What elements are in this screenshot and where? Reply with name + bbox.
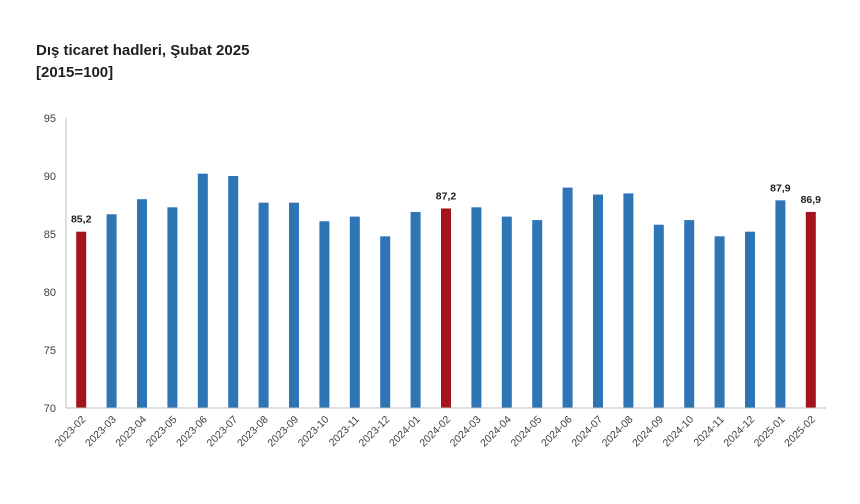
bar-2023-07	[228, 176, 239, 408]
x-tick-label: 2023-11	[327, 414, 362, 449]
x-tick-label: 2024-01	[387, 414, 423, 450]
bar-2023-12	[380, 236, 391, 408]
bar-2023-02	[76, 231, 87, 408]
y-tick-label: 95	[44, 113, 56, 125]
x-tick-label: 2024-05	[509, 414, 545, 450]
x-tick-label: 2023-10	[296, 414, 332, 450]
bar-2023-05	[167, 207, 178, 408]
y-tick-label: 75	[44, 345, 56, 357]
x-tick-label: 2023-09	[265, 414, 301, 450]
y-tick-label: 90	[44, 171, 56, 183]
x-tick-label: 2024-04	[478, 414, 514, 450]
bar-2024-03	[471, 207, 482, 408]
bar-2025-02	[805, 211, 816, 408]
x-tick-label: 2024-11	[692, 414, 727, 449]
x-tick-label: 2024-07	[569, 414, 605, 450]
x-tick-label: 2024-08	[600, 414, 636, 450]
x-tick-label: 2024-06	[539, 414, 575, 450]
bar-2023-11	[349, 216, 360, 408]
bar-2023-08	[258, 202, 269, 408]
bar-2024-07	[593, 194, 603, 408]
bar-2025-01	[775, 200, 786, 408]
bar-2024-05	[532, 220, 543, 408]
x-tick-label: 2023-02	[53, 414, 89, 450]
x-tick-label: 2023-12	[357, 414, 393, 450]
y-tick-label: 85	[44, 229, 56, 241]
x-tick-label: 2025-02	[782, 414, 818, 450]
bar-2024-09	[653, 224, 664, 408]
x-tick-label: 2023-03	[83, 414, 119, 450]
title-block: Dış ticaret hadleri, Şubat 2025 [2015=10…	[36, 40, 249, 84]
y-tick-label: 80	[44, 287, 56, 299]
x-tick-label: 2024-09	[630, 414, 666, 450]
x-tick-label: 2024-03	[448, 414, 484, 450]
x-tick-label: 2024-10	[661, 414, 697, 450]
bar-2024-12	[745, 231, 755, 408]
x-tick-label: 2024-02	[417, 414, 453, 450]
bar-2023-09	[289, 202, 299, 408]
x-tick-label: 2023-05	[144, 414, 180, 450]
bar-2024-08	[623, 193, 634, 408]
bar-2024-06	[562, 187, 573, 408]
bar-2023-04	[137, 199, 147, 408]
data-label: 86,9	[801, 194, 822, 206]
data-label: 87,9	[770, 182, 791, 194]
x-tick-label: 2023-07	[205, 414, 241, 450]
bar-2024-02	[441, 208, 451, 408]
data-label: 87,2	[436, 190, 457, 202]
bar-2024-11	[714, 236, 725, 408]
x-tick-label: 2024-12	[721, 414, 757, 450]
x-tick-label: 2023-08	[235, 414, 271, 450]
x-tick-label: 2025-01	[752, 414, 788, 450]
bar-2023-03	[106, 214, 117, 408]
data-label: 85,2	[71, 214, 92, 226]
chart-title: Dış ticaret hadleri, Şubat 2025	[36, 42, 250, 59]
x-tick-label: 2023-06	[174, 414, 210, 450]
bar-2024-04	[501, 216, 512, 408]
y-tick-label: 70	[44, 403, 56, 415]
bar-2024-10	[684, 220, 695, 408]
chart-subtitle: [2015=100]	[36, 64, 114, 81]
bar-2024-01	[410, 211, 421, 408]
x-tick-label: 2023-04	[113, 414, 149, 450]
bar-2023-06	[197, 173, 208, 408]
bar-2023-10	[319, 221, 330, 408]
